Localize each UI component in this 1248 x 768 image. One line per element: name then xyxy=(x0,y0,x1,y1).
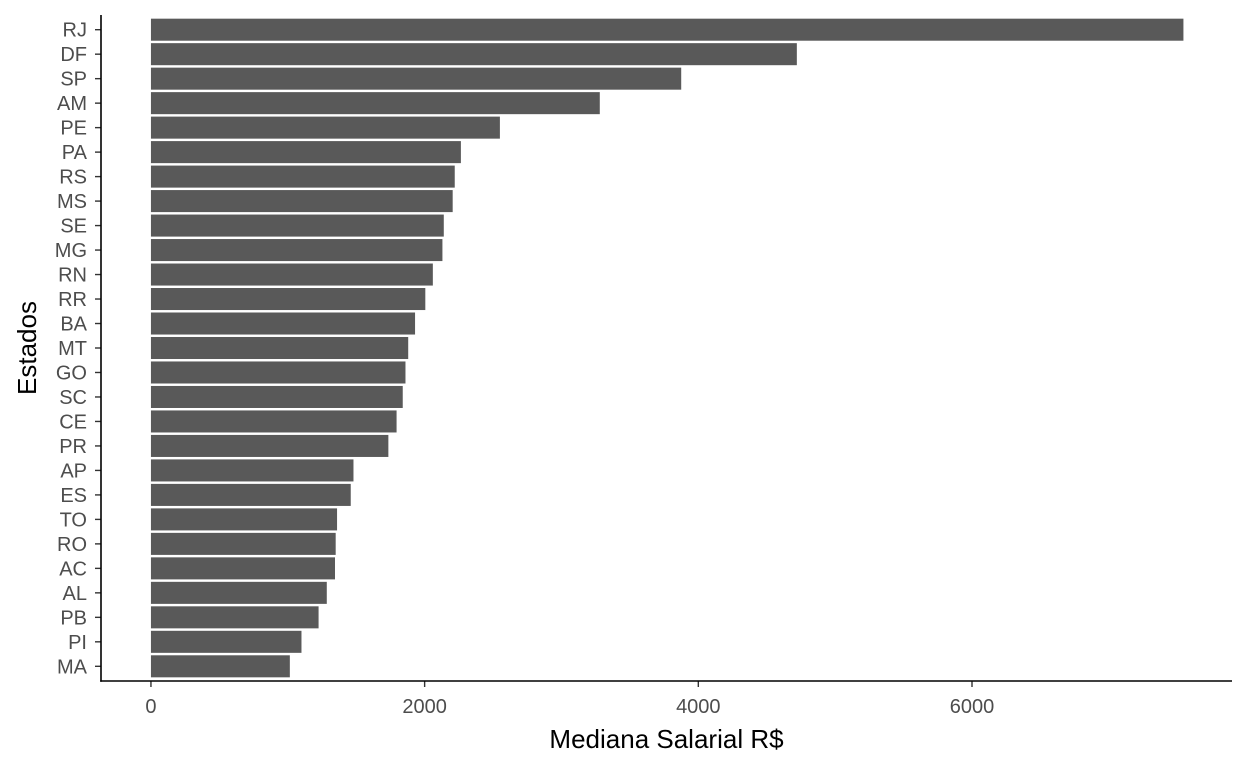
bar-ro xyxy=(150,532,336,555)
x-ticks: 0 2000 4000 6000 xyxy=(145,681,994,718)
bar-pr xyxy=(150,434,389,457)
y-tick-label-mt: MT xyxy=(58,338,87,360)
bar-pe xyxy=(150,116,500,139)
bar-rj xyxy=(150,18,1184,41)
bar-es xyxy=(150,483,351,506)
bar-mg xyxy=(150,239,443,262)
bars-group xyxy=(150,18,1184,678)
bar-pb xyxy=(150,606,319,629)
bar-ms xyxy=(150,190,453,213)
y-tick-label-ro: RO xyxy=(57,534,87,556)
y-tick-label-es: ES xyxy=(60,485,87,507)
bar-al xyxy=(150,581,327,604)
y-tick-label-ba: BA xyxy=(60,314,87,336)
x-tick-label-4000: 4000 xyxy=(676,696,721,718)
y-tick-label-pe: PE xyxy=(60,118,87,140)
y-tick-label-pb: PB xyxy=(60,607,87,629)
bar-rs xyxy=(150,165,455,188)
bar-ac xyxy=(150,557,335,580)
bar-sp xyxy=(150,67,682,90)
y-tick-label-se: SE xyxy=(60,216,87,238)
y-tick-label-rr: RR xyxy=(58,289,87,311)
y-tick-label-mg: MG xyxy=(55,240,87,262)
x-tick-label-2000: 2000 xyxy=(402,696,447,718)
y-tick-label-ms: MS xyxy=(57,191,87,213)
y-tick-label-sc: SC xyxy=(59,387,87,409)
bar-se xyxy=(150,214,444,237)
y-ticks xyxy=(95,28,101,668)
y-tick-label-pr: PR xyxy=(59,436,87,458)
bar-df xyxy=(150,43,797,66)
y-tick-label-df: DF xyxy=(60,44,87,66)
y-tick-label-sp: SP xyxy=(60,69,87,91)
x-tick-label-6000: 6000 xyxy=(950,696,995,718)
y-tick-label-pa: PA xyxy=(62,142,88,164)
y-tick-label-ac: AC xyxy=(59,558,87,580)
bar-sc xyxy=(150,385,403,408)
y-tick-label-go: GO xyxy=(56,362,87,384)
bar-ma xyxy=(150,655,290,678)
y-tick-label-ma: MA xyxy=(57,656,88,678)
y-axis-title: Estados xyxy=(12,301,42,395)
bar-go xyxy=(150,361,406,384)
y-tick-label-rs: RS xyxy=(59,167,87,189)
y-tick-label-rj: RJ xyxy=(63,20,87,42)
bar-ap xyxy=(150,459,354,482)
bar-ce xyxy=(150,410,397,433)
bar-am xyxy=(150,92,600,115)
y-tick-label-to: TO xyxy=(60,509,87,531)
bar-to xyxy=(150,508,338,531)
x-tick-label-0: 0 xyxy=(145,696,156,718)
bar-rr xyxy=(150,288,426,311)
y-tick-label-am: AM xyxy=(57,93,87,115)
x-axis-title: Mediana Salarial R$ xyxy=(549,724,784,754)
y-tick-label-al: AL xyxy=(63,583,87,605)
bar-ba xyxy=(150,312,416,335)
y-tick-label-pi: PI xyxy=(68,632,87,654)
bar-pa xyxy=(150,141,461,164)
bar-mt xyxy=(150,336,409,360)
bar-pi xyxy=(150,630,302,653)
bar-rn xyxy=(150,263,433,286)
y-tick-label-rn: RN xyxy=(58,265,87,287)
y-tick-label-ap: AP xyxy=(60,460,87,482)
y-tick-label-ce: CE xyxy=(59,411,87,433)
